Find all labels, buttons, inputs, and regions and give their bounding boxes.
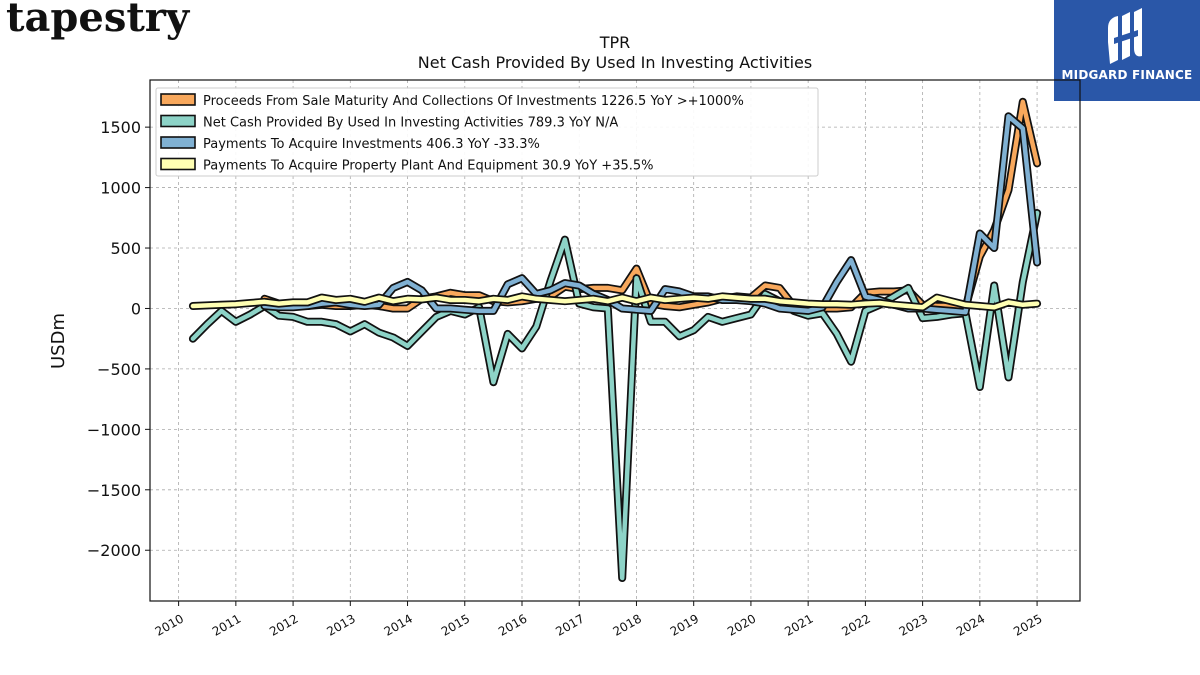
chart-subtitle: Net Cash Provided By Used In Investing A… [418,53,812,72]
legend-entry: Payments To Acquire Property Plant And E… [203,159,654,174]
legend-swatch [160,157,196,171]
legend-entry: Proceeds From Sale Maturity And Collecti… [203,94,744,109]
y-tick-label: 1500 [100,118,141,137]
x-tick-label: 2019 [668,611,701,638]
x-tick-label: 2012 [267,611,300,638]
legend-swatch [160,93,196,106]
y-tick-label: −1500 [87,481,141,500]
axis-ticks: 2010 2011 2012 2013 2014 2015 2016 2017 2018 2019… [87,118,1045,639]
x-tick-label: 2014 [382,611,415,638]
y-tick-label: 1000 [100,179,141,198]
legend-entry: Payments To Acquire Investments 406.3 Yo… [203,137,540,152]
partner-name: MIDGARD FINANCE [1061,68,1193,82]
partner-mark-icon [1108,8,1142,64]
legend-entry: Net Cash Provided By Used In Investing A… [203,116,618,131]
y-tick-label: 0 [131,299,141,318]
series-2-line [190,210,1040,581]
y-tick-label: −1000 [87,420,141,439]
x-tick-label: 2018 [611,611,644,638]
y-axis-label: USDm [48,313,69,369]
x-tick-label: 2010 [153,611,186,638]
y-tick-label: −2000 [87,541,141,560]
series-2-outline [188,209,1042,582]
x-tick-label: 2020 [725,611,758,638]
series-4-line [190,294,1040,310]
x-tick-label: 2017 [553,611,586,638]
x-tick-label: 2016 [496,611,529,638]
x-tick-label: 2015 [439,611,472,638]
brand-logo: tapestry [6,0,190,41]
y-tick-label: 500 [110,239,141,258]
legend: Proceeds From Sale Maturity And Collecti… [155,87,819,177]
legend-swatch [160,136,196,149]
x-tick-label: 2025 [1011,611,1044,638]
series-lines [188,97,1042,582]
x-tick-label: 2021 [782,611,815,638]
chart-title: TPR [599,33,631,52]
x-tick-label: 2011 [210,611,243,638]
partner-logo: MIDGARD FINANCE [1054,0,1200,101]
x-tick-label: 2023 [897,611,930,638]
y-tick-label: −500 [97,360,141,379]
plot-frame [149,79,1081,602]
x-tick-label: 2022 [839,611,872,638]
legend-box [155,87,819,177]
legend-swatch [160,114,196,128]
x-tick-label: 2024 [954,611,987,638]
x-tick-label: 2013 [324,611,357,638]
